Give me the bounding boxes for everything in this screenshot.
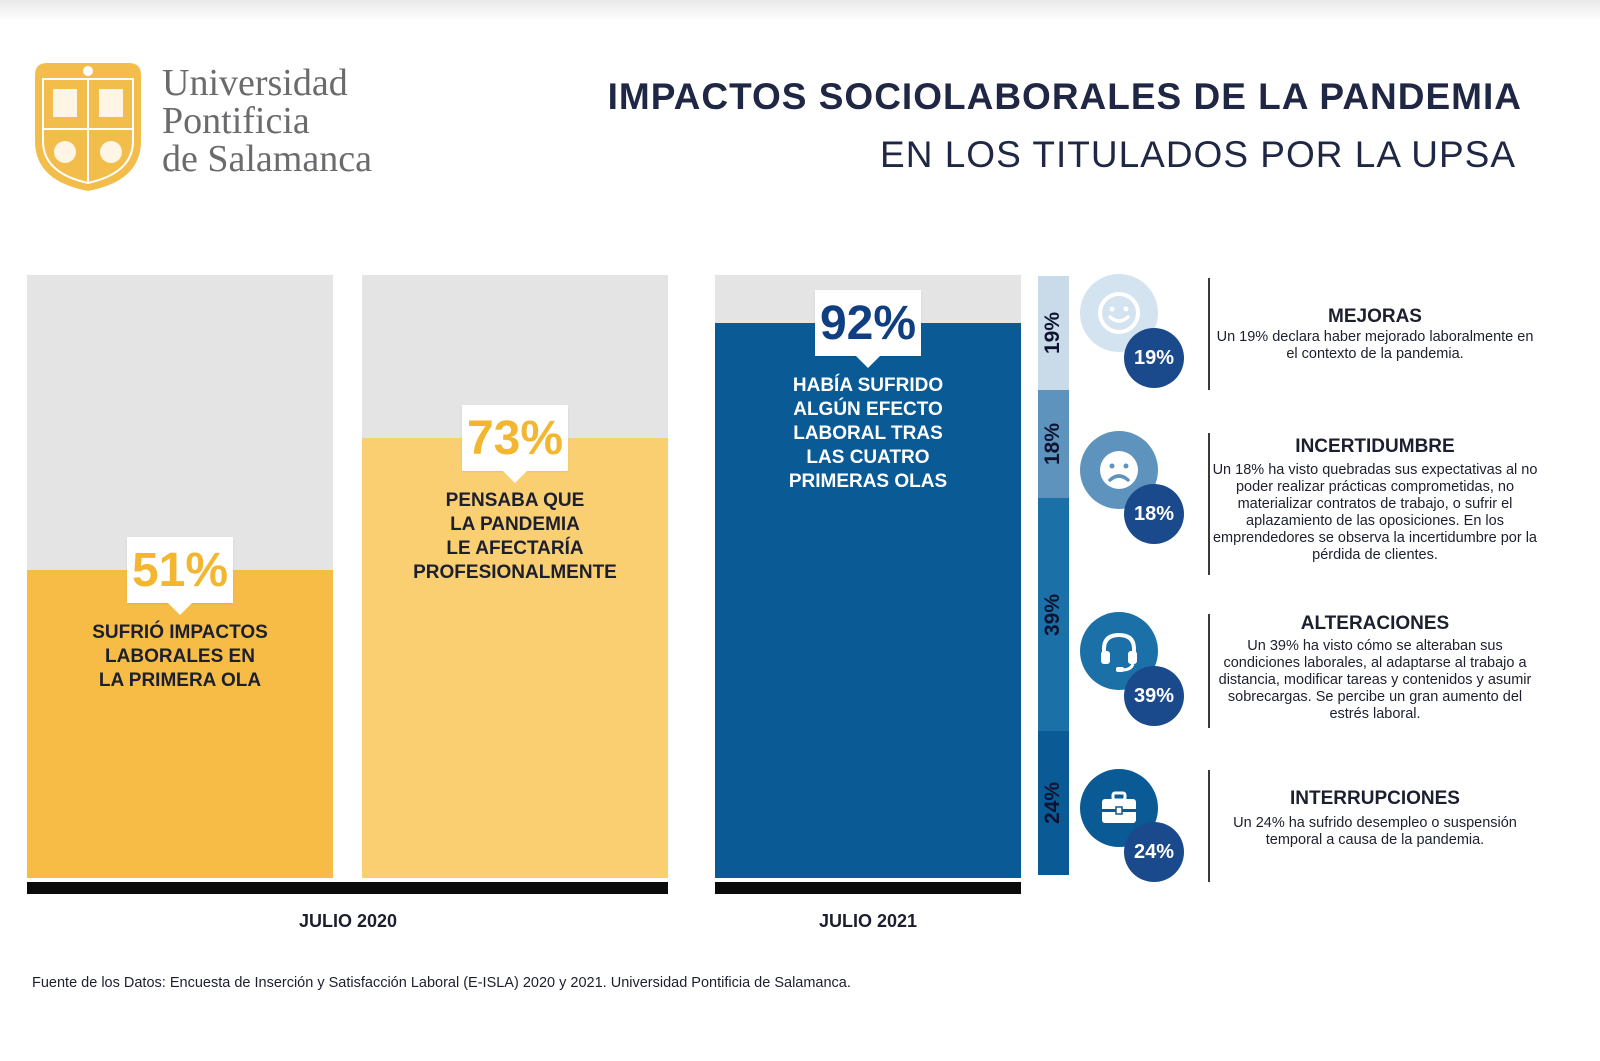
bar-expected-impact-fill [362, 438, 668, 878]
interrupciones-title: INTERRUPCIONES [1290, 788, 1460, 809]
incertidumbre-divider [1208, 433, 1210, 575]
bar-expected-impact: 73% PENSABA QUE LA PANDEMIA LE AFECTARÍA… [362, 275, 668, 878]
breakdown-segment-interrupciones-label: 24% [1041, 781, 1065, 825]
mejoras-description: Un 19% declara haber mejorado laboralmen… [1216, 329, 1534, 362]
baseline-2020 [27, 882, 668, 894]
breakdown-segment-interrupciones: 24% [1038, 731, 1069, 875]
alteraciones-percent-badge: 39% [1124, 666, 1184, 726]
interrupciones-divider [1208, 770, 1210, 882]
breakdown-segment-alteraciones: 39% [1038, 498, 1069, 732]
data-source-note: Fuente de los Datos: Encuesta de Inserci… [32, 975, 851, 991]
interrupciones-description: Un 24% ha sufrido desempleo o suspensión… [1233, 815, 1517, 848]
breakdown-stacked-bar: 19% 18% 39% 24% [1038, 276, 1069, 875]
baseline-2021 [715, 882, 1021, 894]
bar-four-waves-description: HABÍA SUFRIDO ALGÚN EFECTO LABORAL TRAS … [788, 375, 948, 492]
incertidumbre-title: INCERTIDUMBRE [1295, 436, 1455, 457]
bar-first-wave: 51% SUFRIÓ IMPACTOS LABORALES EN LA PRIM… [27, 275, 333, 878]
bar-expected-impact-description: PENSABA QUE LA PANDEMIA LE AFECTARÍA PRO… [413, 490, 617, 583]
breakdown-segment-incertidumbre-label: 18% [1041, 422, 1065, 466]
breakdown-segment-incertidumbre: 18% [1038, 390, 1069, 498]
alteraciones-divider [1208, 614, 1210, 728]
infographic-title: IMPACTOS SOCIOLABORALES DE LA PANDEMIA [607, 76, 1522, 117]
mejoras-divider [1208, 278, 1210, 390]
sad-face-icon [1080, 431, 1158, 509]
bar-four-waves-value-label: 92% [815, 290, 921, 368]
university-seal-logo [35, 63, 141, 191]
bar-first-wave-value-label: 51% [127, 537, 233, 615]
bar-four-waves: 92% HABÍA SUFRIDO ALGÚN EFECTO LABORAL T… [715, 275, 1021, 878]
university-name: Universidad Pontificia de Salamanca [162, 64, 372, 178]
period-label-2020: JULIO 2020 [298, 911, 398, 931]
breakdown-segment-mejoras: 19% [1038, 276, 1069, 390]
bar-first-wave-fill [27, 570, 333, 878]
bar-four-waves-fill [715, 323, 1021, 878]
alteraciones-title: ALTERACIONES [1300, 613, 1450, 634]
mejoras-percent-badge: 19% [1124, 328, 1184, 388]
bar-expected-impact-value-label: 73% [462, 405, 568, 483]
period-label-2021: JULIO 2021 [818, 911, 918, 931]
mejoras-title: MEJORAS [1328, 306, 1422, 327]
university-name-line-1: Universidad [162, 62, 348, 104]
top-shade [0, 0, 1600, 22]
alteraciones-description: Un 39% ha visto cómo se alteraban sus co… [1218, 638, 1532, 722]
breakdown-segment-mejoras-label: 19% [1041, 311, 1065, 355]
bar-first-wave-description: SUFRIÓ IMPACTOS LABORALES EN LA PRIMERA … [92, 622, 268, 691]
university-name-line-3: de Salamanca [162, 138, 372, 180]
infographic-subtitle: EN LOS TITULADOS POR LA UPSA [880, 134, 1516, 175]
university-name-line-2: Pontificia [162, 100, 310, 142]
incertidumbre-percent-badge: 18% [1124, 484, 1184, 544]
interrupciones-percent-badge: 24% [1124, 822, 1184, 882]
incertidumbre-description: Un 18% ha visto quebradas sus expectativ… [1212, 462, 1538, 563]
breakdown-segment-alteraciones-label: 39% [1041, 593, 1065, 637]
